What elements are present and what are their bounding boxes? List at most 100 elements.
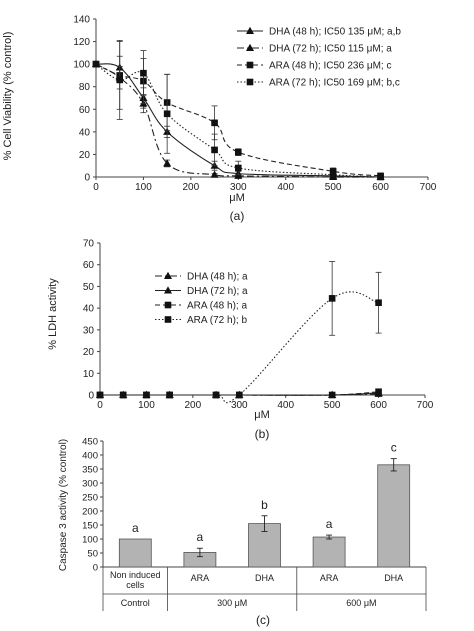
panel-c: 0 50 100 150 200 250 300 350 400 450 a Non induced c… (58, 437, 427, 627)
x-tick-label: 100 (138, 400, 155, 411)
bar-1-category-label: ARA (191, 573, 210, 583)
x-tick-label: 500 (324, 400, 341, 411)
series-3-point (212, 391, 220, 399)
legend-1-marker (246, 43, 254, 51)
y-tick-label: 140 (73, 15, 90, 26)
y-tick-label: 70 (83, 239, 95, 250)
group-2-label: 600 μM (346, 598, 376, 608)
y-tick-label: 250 (82, 493, 98, 504)
legend-1-label: DHA (72 h); IC50 115 μM; a (269, 44, 392, 55)
series-2-point (211, 119, 218, 127)
group-0-label: Control (121, 598, 150, 608)
panel-b-legend: DHA (48 h); a DHA (72 h); a ARA (48 h); a A… (155, 271, 248, 326)
x-tick-label: 700 (420, 182, 437, 193)
bar-4-significance-letter: c (391, 441, 397, 455)
y-tick-label: 10 (83, 369, 95, 380)
x-tick-label: 600 (372, 182, 389, 193)
legend-2-marker (164, 301, 172, 309)
group-1-label: 300 μM (217, 598, 247, 608)
y-tick-label: 0 (93, 563, 98, 574)
y-tick-label: 350 (82, 465, 98, 476)
y-tick-label: 60 (83, 260, 95, 271)
series-3-point (143, 391, 150, 399)
series-3-point (140, 69, 147, 77)
legend-2-label: ARA (48 h); a (187, 301, 247, 312)
panel-a-label: (a) (230, 209, 245, 223)
panel-b-label: (b) (255, 427, 270, 441)
x-tick-label: 600 (370, 400, 387, 411)
x-tick-label: 400 (277, 400, 294, 411)
x-tick-label: 100 (135, 182, 152, 193)
series-2-point (328, 391, 336, 399)
panel-c-plot-area: 0 50 100 150 200 250 300 350 400 450 a Non induced c… (82, 437, 427, 611)
series-3-point (163, 110, 171, 118)
legend-0-label: DHA (48 h); a (187, 272, 248, 283)
bar-4-category-label: DHA (384, 573, 403, 583)
bar-2-category-label: DHA (255, 573, 274, 583)
legend-1-marker (164, 286, 172, 294)
y-tick-label: 50 (83, 282, 95, 293)
panel-a-ylabel: % Cell Viability (% control) (2, 32, 14, 161)
y-tick-label: 400 (82, 451, 98, 462)
legend-0-marker (164, 271, 172, 279)
series-2-point (329, 168, 337, 175)
series-3-point (92, 60, 100, 68)
series-3-point (234, 164, 242, 172)
legend-2-label: ARA (48 h); IC50 236 μM; c (269, 61, 391, 72)
x-tick-label: 300 (231, 400, 248, 411)
bar-3-significance-letter: a (326, 517, 333, 531)
series-3-point (119, 391, 127, 399)
series-3-point (211, 146, 218, 154)
y-tick-label: 40 (79, 127, 91, 138)
legend-2-marker (246, 61, 254, 69)
series-3-point (377, 173, 384, 181)
panel-c-label: (c) (256, 613, 270, 627)
x-tick-label: 500 (325, 182, 342, 193)
bar-1-significance-letter: a (197, 530, 204, 544)
y-tick-label: 60 (79, 105, 91, 116)
x-tick-label: 0 (97, 400, 103, 411)
series-2-point (375, 388, 382, 396)
legend-3-label: ARA (72 h); b (187, 315, 247, 326)
x-tick-label: 0 (93, 182, 99, 193)
y-tick-label: 100 (82, 535, 98, 546)
series-3-point (375, 299, 382, 307)
panel-b-xlabel: μM (254, 409, 270, 421)
y-tick-label: 50 (87, 549, 98, 560)
panel-b: 0 100 200 300 400 500 600 700 0 10 20 30 40 50 60 70 % … (47, 239, 434, 442)
y-tick-label: 0 (88, 391, 94, 402)
x-tick-label: 300 (230, 182, 247, 193)
panel-a-plot-area: 0 100 200 300 400 500 600 700 0 20 40 60 80 100 120 140 (73, 15, 436, 194)
series-3-point (116, 76, 124, 84)
x-tick-label: 700 (417, 400, 434, 411)
panel-c-ylabel: Caspase 3 activity (% control) (58, 439, 69, 571)
series-1-point (163, 159, 172, 167)
legend-3-marker (164, 316, 172, 323)
series-1-point (210, 170, 219, 178)
y-tick-label: 120 (73, 37, 90, 48)
x-tick-label: 200 (185, 400, 202, 411)
y-tick-label: 30 (83, 325, 95, 336)
series-3-point (328, 295, 336, 302)
y-tick-label: 300 (82, 479, 98, 490)
legend-3-label: ARA (72 h); IC50 169 μM; b,c (269, 78, 400, 89)
legend-1-label: DHA (72 h); a (187, 286, 248, 297)
series-2-line (95, 63, 381, 177)
x-tick-label: 400 (277, 182, 294, 193)
series-1-point (234, 171, 243, 179)
series-3-line (99, 291, 379, 404)
bar-0-category-label: Non induced cells (110, 570, 161, 590)
y-tick-label: 100 (73, 60, 90, 71)
series-3-point (329, 171, 337, 179)
bar-3 (312, 536, 346, 568)
legend-0-label: DHA (48 h); IC50 135 μM; a,b (269, 27, 401, 38)
bar-3-category-label: ARA (320, 573, 339, 583)
y-tick-label: 80 (79, 82, 91, 93)
y-tick-label: 150 (82, 521, 98, 532)
bar-0-significance-letter: a (132, 521, 139, 535)
bar-0 (118, 538, 152, 568)
y-tick-label: 20 (79, 150, 91, 161)
legend-3-marker (246, 78, 254, 86)
panel-a-xlabel: μM (229, 192, 245, 204)
